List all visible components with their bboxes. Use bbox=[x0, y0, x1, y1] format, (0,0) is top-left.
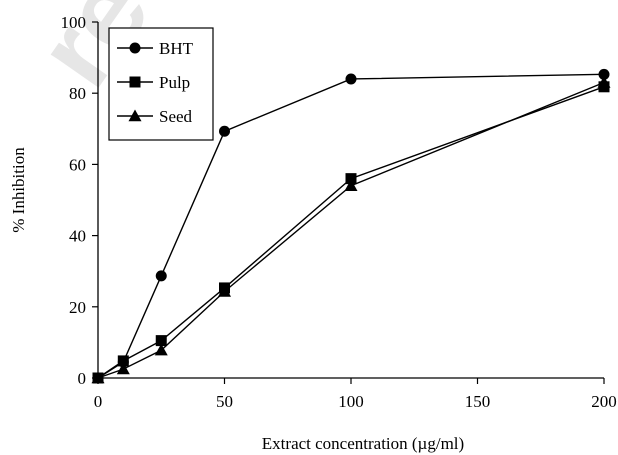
y-tick-label: 0 bbox=[78, 369, 87, 388]
data-point-seed bbox=[116, 362, 130, 375]
data-point-pulp bbox=[345, 173, 357, 185]
legend-label-seed: Seed bbox=[159, 107, 193, 126]
data-point-bht bbox=[598, 68, 610, 80]
legend-box bbox=[108, 27, 214, 141]
legend-marker-bht bbox=[129, 42, 141, 54]
legend-item-bht: BHT bbox=[117, 39, 194, 58]
data-point-seed bbox=[154, 343, 168, 356]
data-point-bht bbox=[155, 270, 167, 282]
y-axis-title: % Inhibition bbox=[9, 147, 28, 233]
y-tick-label: 80 bbox=[69, 84, 86, 103]
data-point-pulp bbox=[155, 335, 167, 347]
data-point-bht bbox=[219, 125, 230, 137]
x-tick-label: 150 bbox=[465, 392, 491, 411]
legend-item-pulp: Pulp bbox=[117, 73, 190, 92]
x-tick-label: 0 bbox=[94, 392, 103, 411]
x-axis-title: Extract concentration (µg/ml) bbox=[262, 434, 464, 453]
series-seed bbox=[91, 76, 611, 384]
series-group bbox=[91, 68, 611, 384]
legend-marker-pulp bbox=[129, 76, 141, 88]
legend-label-pulp: Pulp bbox=[159, 73, 190, 92]
y-tick-label: 20 bbox=[69, 298, 86, 317]
data-point-seed bbox=[597, 76, 611, 88]
data-point-seed bbox=[218, 284, 231, 297]
legend: BHT Pulp Seed bbox=[108, 27, 214, 141]
x-tick-label: 100 bbox=[338, 392, 364, 411]
data-point-seed bbox=[344, 179, 358, 191]
x-tick-label: 50 bbox=[216, 392, 233, 411]
axes: 0 20 40 60 80 100 0 50 100 150 200 bbox=[61, 13, 617, 411]
x-tick-label: 200 bbox=[591, 392, 617, 411]
legend-item-seed: Seed bbox=[117, 107, 193, 126]
legend-label-bht: BHT bbox=[159, 39, 194, 58]
data-point-bht bbox=[345, 73, 357, 85]
y-tick-label: 40 bbox=[69, 227, 86, 246]
data-point-seed bbox=[91, 371, 105, 384]
legend-marker-seed bbox=[128, 109, 142, 122]
data-point-pulp bbox=[117, 355, 129, 367]
y-tick-label: 100 bbox=[61, 13, 87, 32]
y-tick-label: 60 bbox=[69, 155, 86, 174]
